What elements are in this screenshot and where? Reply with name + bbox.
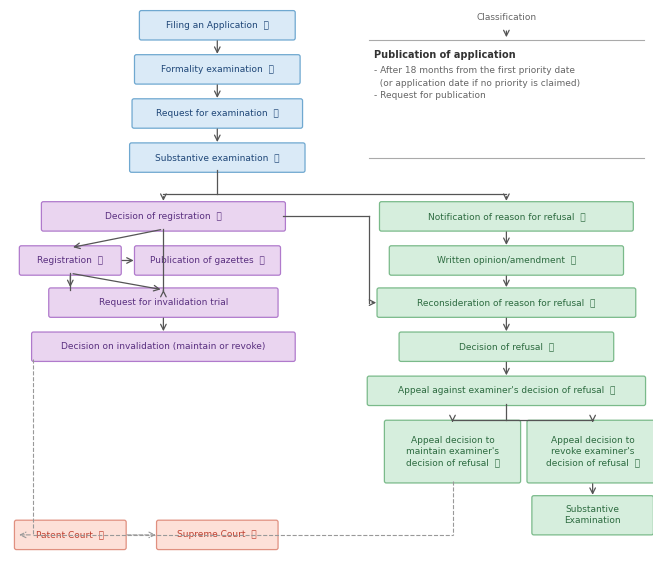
Text: Decision on invalidation (maintain or revoke): Decision on invalidation (maintain or re… <box>61 342 265 351</box>
Text: Substantive examination  ⛓: Substantive examination ⛓ <box>155 153 280 162</box>
Text: Publication of gazettes  ⛓: Publication of gazettes ⛓ <box>150 256 265 265</box>
Text: Written opinion/amendment  ⛓: Written opinion/amendment ⛓ <box>437 256 576 265</box>
FancyBboxPatch shape <box>135 55 300 84</box>
Text: - After 18 months from the first priority date
  (or application date if no prio: - After 18 months from the first priorit… <box>374 67 580 101</box>
FancyBboxPatch shape <box>389 246 624 275</box>
Text: Decision of registration  ⛓: Decision of registration ⛓ <box>105 212 222 221</box>
Text: Decision of refusal  ⛓: Decision of refusal ⛓ <box>459 342 554 351</box>
Text: Substantive
Examination: Substantive Examination <box>564 505 621 525</box>
FancyBboxPatch shape <box>129 143 305 172</box>
Text: Publication of application: Publication of application <box>374 50 515 60</box>
Text: Formality examination  ⛓: Formality examination ⛓ <box>161 65 274 74</box>
Text: Request for examination  ⛓: Request for examination ⛓ <box>156 109 279 118</box>
Text: Classification: Classification <box>477 13 537 22</box>
FancyBboxPatch shape <box>156 520 278 550</box>
Text: Patent Court  ⛓: Patent Court ⛓ <box>36 530 104 539</box>
FancyBboxPatch shape <box>384 420 521 483</box>
FancyBboxPatch shape <box>527 420 658 483</box>
FancyBboxPatch shape <box>377 288 636 318</box>
FancyBboxPatch shape <box>42 201 285 231</box>
FancyBboxPatch shape <box>139 11 295 40</box>
Text: Appeal decision to
maintain examiner's
decision of refusal  ⛓: Appeal decision to maintain examiner's d… <box>405 436 500 467</box>
FancyBboxPatch shape <box>49 288 278 318</box>
Text: Appeal against examiner's decision of refusal  ⛓: Appeal against examiner's decision of re… <box>398 386 615 395</box>
FancyBboxPatch shape <box>379 201 634 231</box>
FancyBboxPatch shape <box>399 332 614 361</box>
FancyBboxPatch shape <box>19 246 121 275</box>
FancyBboxPatch shape <box>135 246 280 275</box>
FancyBboxPatch shape <box>367 376 645 406</box>
FancyBboxPatch shape <box>532 496 653 535</box>
FancyBboxPatch shape <box>15 520 126 550</box>
Text: Registration  ⛓: Registration ⛓ <box>38 256 104 265</box>
Text: Appeal decision to
revoke examiner's
decision of refusal  ⛓: Appeal decision to revoke examiner's dec… <box>546 436 640 467</box>
Text: Supreme Court  ⛓: Supreme Court ⛓ <box>178 530 257 539</box>
FancyBboxPatch shape <box>32 332 295 361</box>
FancyBboxPatch shape <box>132 99 302 128</box>
Text: Request for invalidation trial: Request for invalidation trial <box>99 298 228 307</box>
Text: Reconsideration of reason for refusal  ⛓: Reconsideration of reason for refusal ⛓ <box>417 298 595 307</box>
Text: Notification of reason for refusal  ⛓: Notification of reason for refusal ⛓ <box>428 212 585 221</box>
Text: Filing an Application  ⛓: Filing an Application ⛓ <box>166 21 269 30</box>
